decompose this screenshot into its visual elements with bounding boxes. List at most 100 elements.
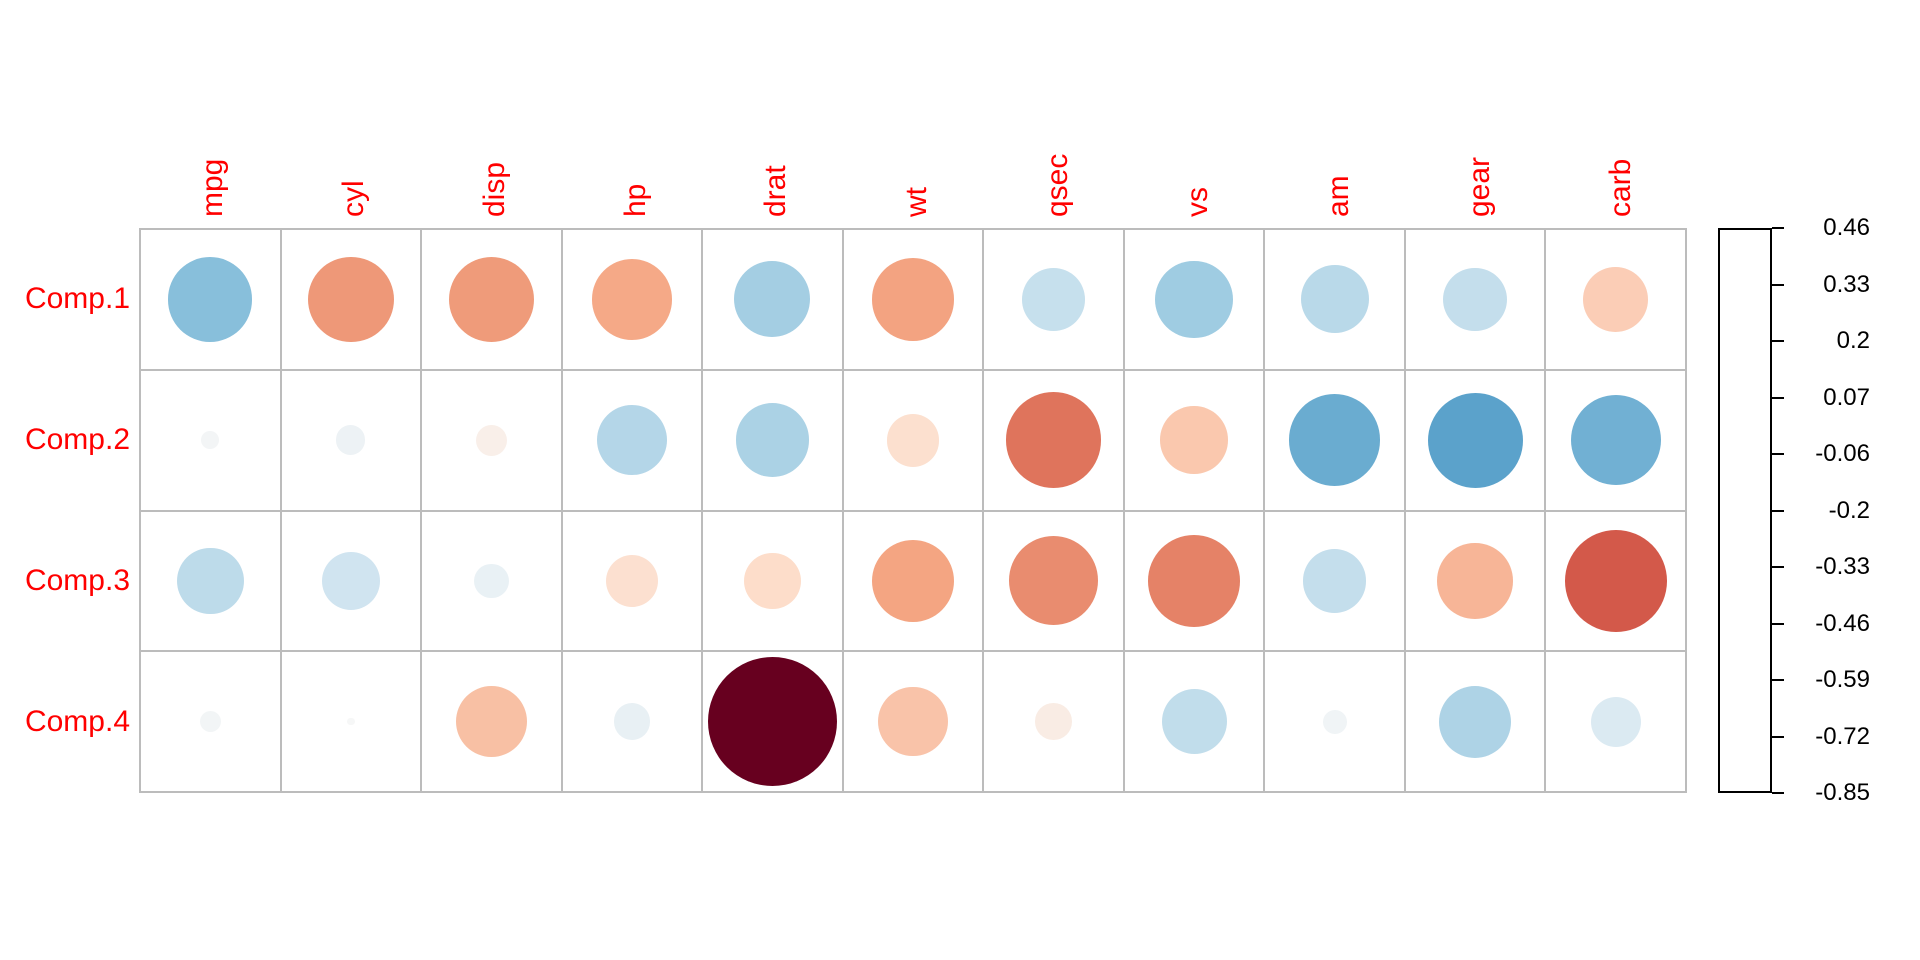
loading-circle-Comp.4-hp [613, 703, 651, 740]
loading-circle-Comp.3-disp [474, 563, 509, 599]
loading-circle-Comp.2-am [1288, 394, 1381, 486]
column-header-qsec: qsec [1040, 153, 1074, 217]
cell-Comp.3-disp [422, 511, 563, 653]
loading-circle-Comp.2-qsec [1005, 392, 1102, 488]
legend-tick-label-0.2: 0.2 [1836, 327, 1870, 354]
loading-circle-Comp.2-hp [596, 405, 667, 476]
loading-circle-Comp.3-drat [744, 552, 801, 609]
loading-circle-Comp.1-drat [734, 261, 811, 338]
correlation-grid [139, 228, 1687, 793]
cell-Comp.1-carb [1546, 230, 1687, 371]
legend-tick-label--0.46: -0.46 [1815, 609, 1870, 637]
loading-circle-Comp.3-am [1302, 549, 1367, 613]
legend-tick-label--0.33: -0.33 [1815, 553, 1870, 580]
cell-Comp.3-cyl [281, 511, 423, 653]
cell-Comp.2-wt [843, 370, 985, 512]
cell-Comp.1-mpg [141, 230, 282, 371]
loading-circle-Comp.4-am [1322, 709, 1347, 734]
loading-circle-Comp.3-vs [1148, 535, 1240, 627]
cell-Comp.4-am [1265, 652, 1406, 793]
loading-circle-Comp.4-disp [455, 686, 527, 758]
loading-circle-Comp.4-qsec [1035, 703, 1072, 740]
loading-circle-Comp.1-gear [1443, 267, 1508, 332]
cell-Comp.1-disp [422, 230, 563, 371]
cell-Comp.2-am [1265, 370, 1406, 512]
cell-Comp.1-gear [1405, 230, 1547, 371]
loading-circle-Comp.3-hp [605, 554, 659, 608]
column-header-hp: hp [618, 183, 652, 217]
cell-Comp.1-vs [1124, 230, 1266, 371]
column-header-disp: disp [477, 161, 511, 217]
loading-circle-Comp.2-mpg [201, 431, 220, 449]
cell-Comp.3-am [1265, 511, 1406, 653]
cell-Comp.4-qsec [984, 652, 1125, 793]
cell-Comp.2-drat [703, 370, 844, 512]
loading-circle-Comp.1-carb [1583, 266, 1649, 332]
column-header-carb: carb [1603, 158, 1637, 217]
loading-circle-Comp.4-gear [1439, 685, 1512, 758]
loading-circle-Comp.4-carb [1590, 696, 1641, 747]
cell-Comp.2-vs [1124, 370, 1266, 512]
column-header-mpg: mpg [196, 158, 230, 217]
loading-circle-Comp.1-vs [1155, 260, 1233, 339]
cell-Comp.4-wt [843, 652, 985, 793]
legend-tick [1772, 340, 1784, 342]
cell-Comp.4-vs [1124, 652, 1266, 793]
cell-Comp.2-disp [422, 370, 563, 512]
cell-Comp.1-am [1265, 230, 1406, 371]
legend-tick [1772, 453, 1784, 455]
cell-Comp.2-hp [562, 370, 704, 512]
cell-Comp.4-drat [703, 652, 844, 793]
legend-tick-label-0.46: 0.46 [1823, 214, 1870, 241]
cell-Comp.4-carb [1546, 652, 1687, 793]
legend-tick-label--0.59: -0.59 [1815, 666, 1870, 693]
loading-circle-Comp.2-vs [1160, 406, 1228, 474]
cell-Comp.1-hp [562, 230, 704, 371]
legend-tick [1772, 792, 1784, 794]
loading-circle-Comp.1-disp [448, 256, 534, 342]
legend-tick [1772, 227, 1784, 229]
row-label-Comp.3: Comp.3 [24, 564, 130, 598]
cell-Comp.1-qsec [984, 230, 1125, 371]
column-header-wt: wt [900, 187, 933, 217]
loading-circle-Comp.4-cyl [346, 717, 355, 726]
legend-tick [1772, 735, 1784, 738]
cell-Comp.3-gear [1405, 511, 1547, 653]
column-header-vs: vs [1181, 187, 1215, 217]
loading-circle-Comp.3-cyl [321, 551, 381, 611]
legend-tick [1772, 283, 1784, 286]
loading-circle-Comp.4-mpg [199, 711, 221, 733]
row-label-Comp.2: Comp.2 [24, 422, 130, 456]
loading-circle-Comp.3-gear [1437, 543, 1513, 619]
loading-circle-Comp.1-mpg [168, 257, 253, 342]
cell-Comp.3-mpg [141, 511, 282, 653]
cell-Comp.3-carb [1546, 511, 1687, 653]
cell-Comp.4-gear [1405, 652, 1547, 793]
legend-tick [1772, 509, 1784, 512]
row-label-Comp.4: Comp.4 [24, 705, 130, 739]
cell-Comp.2-qsec [984, 370, 1125, 512]
column-header-gear: gear [1462, 156, 1496, 217]
legend-tick-label-0.07: 0.07 [1823, 383, 1870, 411]
loading-circle-Comp.1-cyl [307, 256, 394, 343]
loading-circle-Comp.2-drat [735, 403, 810, 477]
column-header-am: am [1322, 175, 1356, 217]
loading-circle-Comp.1-wt [871, 258, 955, 341]
cell-Comp.4-cyl [281, 652, 423, 793]
legend-tick-label--0.2: -0.2 [1828, 496, 1870, 524]
loading-circle-Comp.2-wt [886, 413, 940, 467]
row-label-Comp.1: Comp.1 [24, 281, 130, 315]
cell-Comp.3-hp [562, 511, 704, 653]
cell-Comp.2-gear [1405, 370, 1547, 512]
loading-circle-Comp.3-carb [1564, 529, 1667, 632]
legend-tick-label-0.33: 0.33 [1823, 270, 1870, 298]
legend-tick-label--0.85: -0.85 [1815, 779, 1870, 806]
legend-tick [1772, 679, 1784, 681]
cell-Comp.1-wt [843, 230, 985, 371]
loading-circle-Comp.2-cyl [336, 425, 366, 455]
cell-Comp.4-disp [422, 652, 563, 793]
loading-circle-Comp.1-qsec [1022, 268, 1085, 331]
legend-tick-label--0.72: -0.72 [1815, 722, 1870, 750]
legend-tick [1772, 396, 1784, 399]
loading-circle-Comp.3-mpg [176, 547, 244, 615]
